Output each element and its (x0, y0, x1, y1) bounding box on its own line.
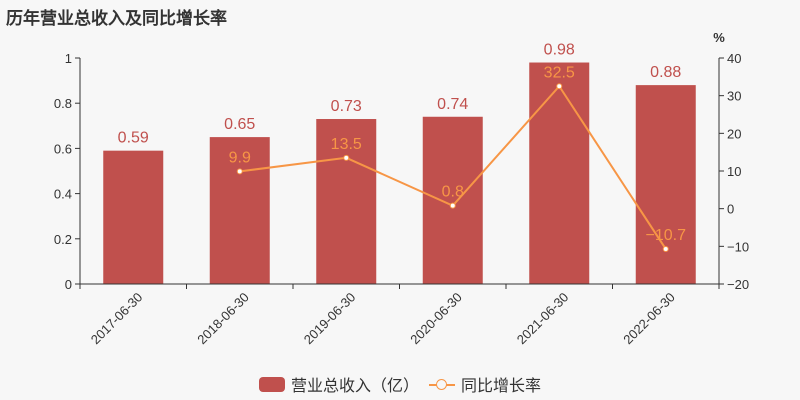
left-tick-label: 0 (65, 277, 72, 292)
right-tick-label: 40 (727, 51, 741, 66)
bar-value-label: 0.59 (118, 130, 149, 147)
left-tick-label: 0.4 (54, 187, 72, 202)
growth-value-label: 0.8 (442, 184, 464, 201)
x-tick-label: 2022-06-30 (620, 290, 678, 348)
right-axis-unit: % (713, 30, 725, 45)
bar-value-label: 0.65 (224, 116, 255, 133)
growth-value-label: −10.7 (646, 227, 687, 244)
x-tick-label: 2019-06-30 (301, 290, 359, 348)
growth-point[interactable] (556, 83, 563, 90)
bar[interactable] (103, 150, 164, 284)
right-tick-label: 10 (727, 164, 741, 179)
right-tick-label: −20 (727, 277, 749, 292)
bar-swatch-icon (258, 376, 285, 392)
growth-value-label: 9.9 (229, 149, 251, 166)
growth-point[interactable] (343, 154, 350, 161)
legend-label-growth: 同比增长率 (461, 376, 542, 395)
legend-label-revenue: 营业总收入（亿） (290, 376, 419, 395)
x-tick-label: 2021-06-30 (514, 290, 572, 348)
bar-value-label: 0.88 (650, 64, 681, 81)
bar[interactable] (422, 116, 483, 284)
growth-point[interactable] (236, 168, 243, 175)
left-tick-label: 0.8 (54, 96, 72, 111)
bar-value-label: 0.73 (331, 98, 362, 115)
growth-value-label: 32.5 (544, 64, 575, 81)
legend: 营业总收入（亿） 同比增长率 (0, 372, 800, 396)
x-tick-label: 2017-06-30 (88, 290, 146, 348)
bar[interactable] (316, 119, 377, 285)
line-marker-icon (429, 377, 455, 392)
legend-item-revenue[interactable]: 营业总收入（亿） (258, 372, 419, 396)
bar-value-label: 0.98 (544, 42, 575, 59)
left-tick-label: 0.2 (54, 232, 72, 247)
legend-item-growth[interactable]: 同比增长率 (429, 372, 541, 396)
left-tick-label: 0.6 (54, 141, 72, 156)
right-tick-label: 30 (727, 89, 741, 104)
right-tick-label: 0 (727, 202, 734, 217)
bar[interactable] (635, 85, 696, 285)
right-tick-label: 20 (727, 126, 741, 141)
growth-point[interactable] (662, 245, 669, 252)
growth-point[interactable] (449, 202, 456, 209)
chart-title: 历年营业总收入及同比增长率 (6, 9, 227, 29)
bar[interactable] (529, 62, 590, 284)
x-tick-label: 2020-06-30 (407, 290, 465, 348)
bar-value-label: 0.74 (437, 96, 468, 113)
right-tick-label: −10 (727, 239, 749, 254)
growth-value-label: 13.5 (331, 136, 362, 153)
x-tick-label: 2018-06-30 (194, 290, 252, 348)
left-tick-label: 1 (65, 51, 72, 66)
bar[interactable] (209, 137, 270, 284)
